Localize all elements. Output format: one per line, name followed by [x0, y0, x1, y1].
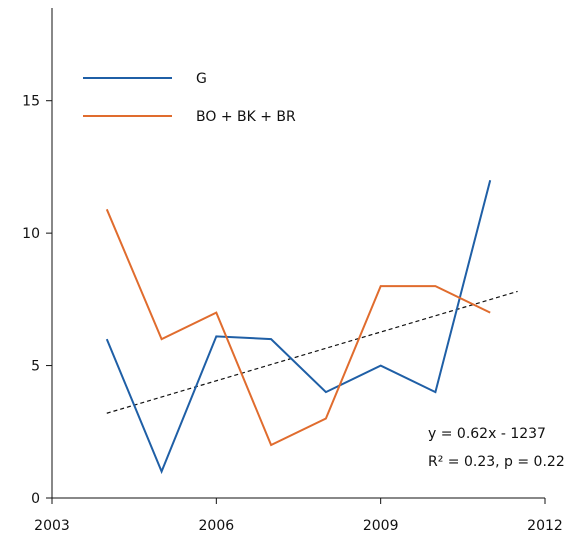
trendline [106, 290, 518, 414]
series-layer [105, 179, 492, 475]
regression-annotation: y = 0.62x - 1237 R² = 0.23, p = 0.22 [428, 426, 565, 470]
trendline-layer [106, 290, 518, 414]
x-tick-label: 2009 [363, 518, 399, 534]
x-tick-label: 2003 [34, 518, 70, 534]
legend-label-1: BO + BK + BR [196, 109, 296, 125]
x-tick-label: 2012 [527, 518, 563, 534]
y-tick-label: 5 [31, 359, 40, 375]
annotation-equation: y = 0.62x - 1237 [428, 426, 546, 442]
legend-label-0: G [196, 71, 207, 87]
series-line-0 [105, 179, 492, 475]
legend: G BO + BK + BR [83, 71, 296, 125]
annotation-stats: R² = 0.23, p = 0.22 [428, 454, 565, 470]
axes: 0 5 10 15 2003 2006 2009 2012 [22, 8, 563, 534]
x-tick-label: 2006 [199, 518, 235, 534]
series-line-1 [105, 208, 491, 447]
y-tick-label: 15 [22, 94, 40, 110]
y-tick-label: 0 [31, 491, 40, 507]
y-tick-label: 10 [22, 226, 40, 242]
